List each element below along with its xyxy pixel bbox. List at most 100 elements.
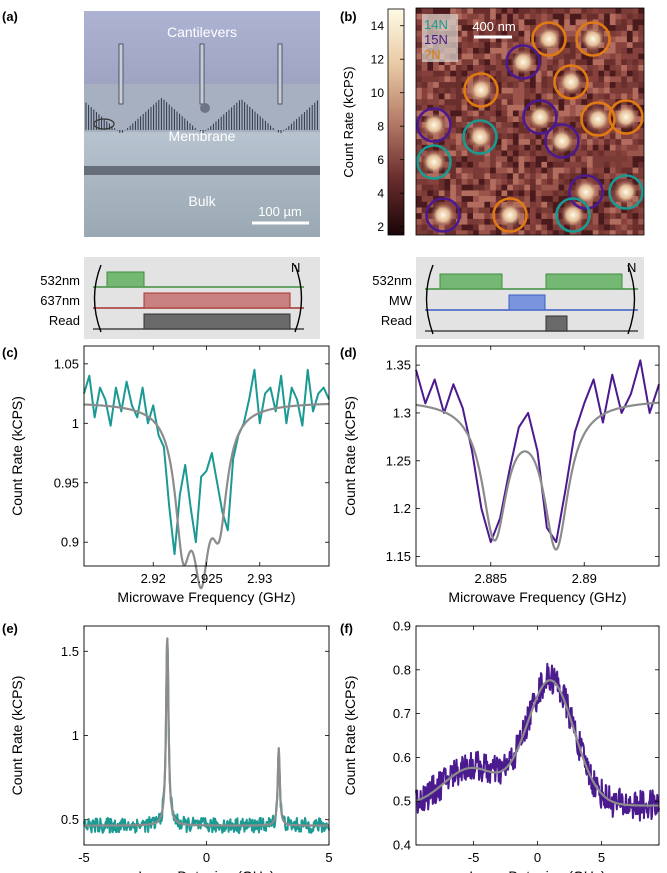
map-pixel bbox=[581, 53, 588, 60]
map-pixel bbox=[621, 30, 628, 37]
map-pixel bbox=[427, 76, 434, 83]
map-pixel bbox=[587, 133, 593, 140]
map-pixel bbox=[467, 167, 474, 174]
map-pixel bbox=[547, 207, 554, 214]
map-pixel bbox=[512, 70, 519, 77]
map-pixel bbox=[604, 184, 611, 191]
map-pixel bbox=[450, 161, 457, 168]
map-pixel bbox=[427, 184, 434, 191]
map-pixel bbox=[467, 19, 474, 26]
map-pixel bbox=[484, 104, 491, 111]
pulse-mw bbox=[508, 294, 546, 311]
map-pixel bbox=[455, 76, 462, 83]
map-pixel bbox=[524, 150, 531, 157]
map-pixel bbox=[450, 82, 457, 89]
map-pixel bbox=[530, 207, 536, 214]
map-pixel bbox=[512, 167, 519, 174]
map-pixel bbox=[438, 76, 445, 83]
emitter-spot bbox=[613, 179, 639, 205]
panel-c-letter: (c) bbox=[2, 345, 18, 360]
map-pixel bbox=[632, 144, 639, 151]
map-pixel bbox=[638, 87, 644, 94]
map-pixel bbox=[467, 179, 474, 185]
map-pixel bbox=[564, 224, 571, 231]
map-pixel bbox=[461, 150, 468, 157]
map-pixel bbox=[587, 59, 593, 66]
map-pixel bbox=[524, 167, 531, 174]
map-pixel bbox=[421, 104, 428, 111]
map-pixel bbox=[621, 144, 628, 151]
scale-bar-a-label: 100 µm bbox=[258, 204, 302, 219]
map-pixel bbox=[552, 59, 559, 66]
map-pixel bbox=[455, 19, 462, 26]
repeat-n-left: N bbox=[291, 260, 300, 275]
map-pixel bbox=[569, 59, 576, 66]
map-pixel bbox=[473, 110, 479, 117]
map-pixel bbox=[592, 224, 599, 231]
emitter-circle bbox=[608, 99, 644, 135]
map-pixel bbox=[581, 122, 588, 128]
map-pixel bbox=[575, 25, 582, 32]
map-pixel bbox=[478, 179, 485, 185]
map-pixel bbox=[530, 19, 536, 26]
map-pixel bbox=[609, 8, 616, 14]
map-pixel bbox=[541, 224, 548, 231]
map-pixel bbox=[512, 8, 519, 14]
emitter-circle bbox=[580, 101, 616, 137]
map-pixel bbox=[501, 25, 508, 32]
map-pixel bbox=[495, 190, 502, 197]
map-pixel bbox=[632, 139, 639, 146]
map-pixel bbox=[626, 201, 633, 208]
map-pixel bbox=[438, 99, 445, 106]
map-pixel bbox=[495, 8, 502, 14]
map-pixel bbox=[421, 133, 428, 140]
map-pixel bbox=[524, 99, 531, 106]
map-pixel bbox=[609, 36, 616, 43]
map-frame bbox=[415, 7, 645, 236]
map-pixel bbox=[507, 42, 514, 49]
map-pixel bbox=[552, 230, 559, 235]
map-pixel bbox=[535, 213, 542, 220]
map-pixel bbox=[473, 184, 479, 191]
map-pixel bbox=[495, 122, 502, 128]
map-pixel bbox=[416, 30, 422, 37]
map-pixel bbox=[530, 87, 536, 94]
map-pixel bbox=[512, 139, 519, 146]
map-pixel bbox=[621, 133, 628, 140]
cantilevers-label: Cantilevers bbox=[167, 24, 237, 40]
map-pixel bbox=[490, 139, 497, 146]
series-data-c bbox=[83, 368, 330, 556]
map-pixel bbox=[444, 65, 451, 71]
map-pixel bbox=[524, 196, 531, 203]
map-pixel bbox=[507, 82, 514, 89]
map-pixel bbox=[604, 87, 611, 94]
pulse-532-right-a bbox=[439, 273, 503, 290]
map-pixel bbox=[490, 53, 497, 60]
map-pixel bbox=[416, 133, 422, 140]
map-pixel bbox=[490, 42, 497, 49]
map-pixel bbox=[461, 201, 468, 208]
map-pixel bbox=[609, 150, 616, 157]
map-pixel bbox=[598, 8, 605, 14]
map-pixel bbox=[598, 224, 605, 231]
map-pixel bbox=[615, 36, 622, 43]
map-pixel bbox=[518, 99, 525, 106]
map-pixel bbox=[575, 13, 582, 20]
colorbar-tick-label: 4 bbox=[377, 187, 384, 201]
map-pixel bbox=[535, 190, 542, 197]
map-pixel bbox=[581, 116, 588, 123]
map-pixel bbox=[524, 122, 531, 128]
map-pixel bbox=[467, 207, 474, 214]
map-pixel bbox=[427, 65, 434, 71]
x-tick-label: -5 bbox=[468, 850, 480, 865]
map-pixel bbox=[507, 30, 514, 37]
map-pixel bbox=[421, 179, 428, 185]
map-pixel bbox=[535, 25, 542, 32]
map-pixel bbox=[552, 167, 559, 174]
map-pixel bbox=[530, 93, 536, 100]
map-pixel bbox=[604, 13, 611, 20]
map-pixel bbox=[518, 30, 525, 37]
map-pixel bbox=[444, 93, 451, 100]
map-pixel bbox=[609, 59, 616, 66]
map-pixel bbox=[444, 104, 451, 111]
